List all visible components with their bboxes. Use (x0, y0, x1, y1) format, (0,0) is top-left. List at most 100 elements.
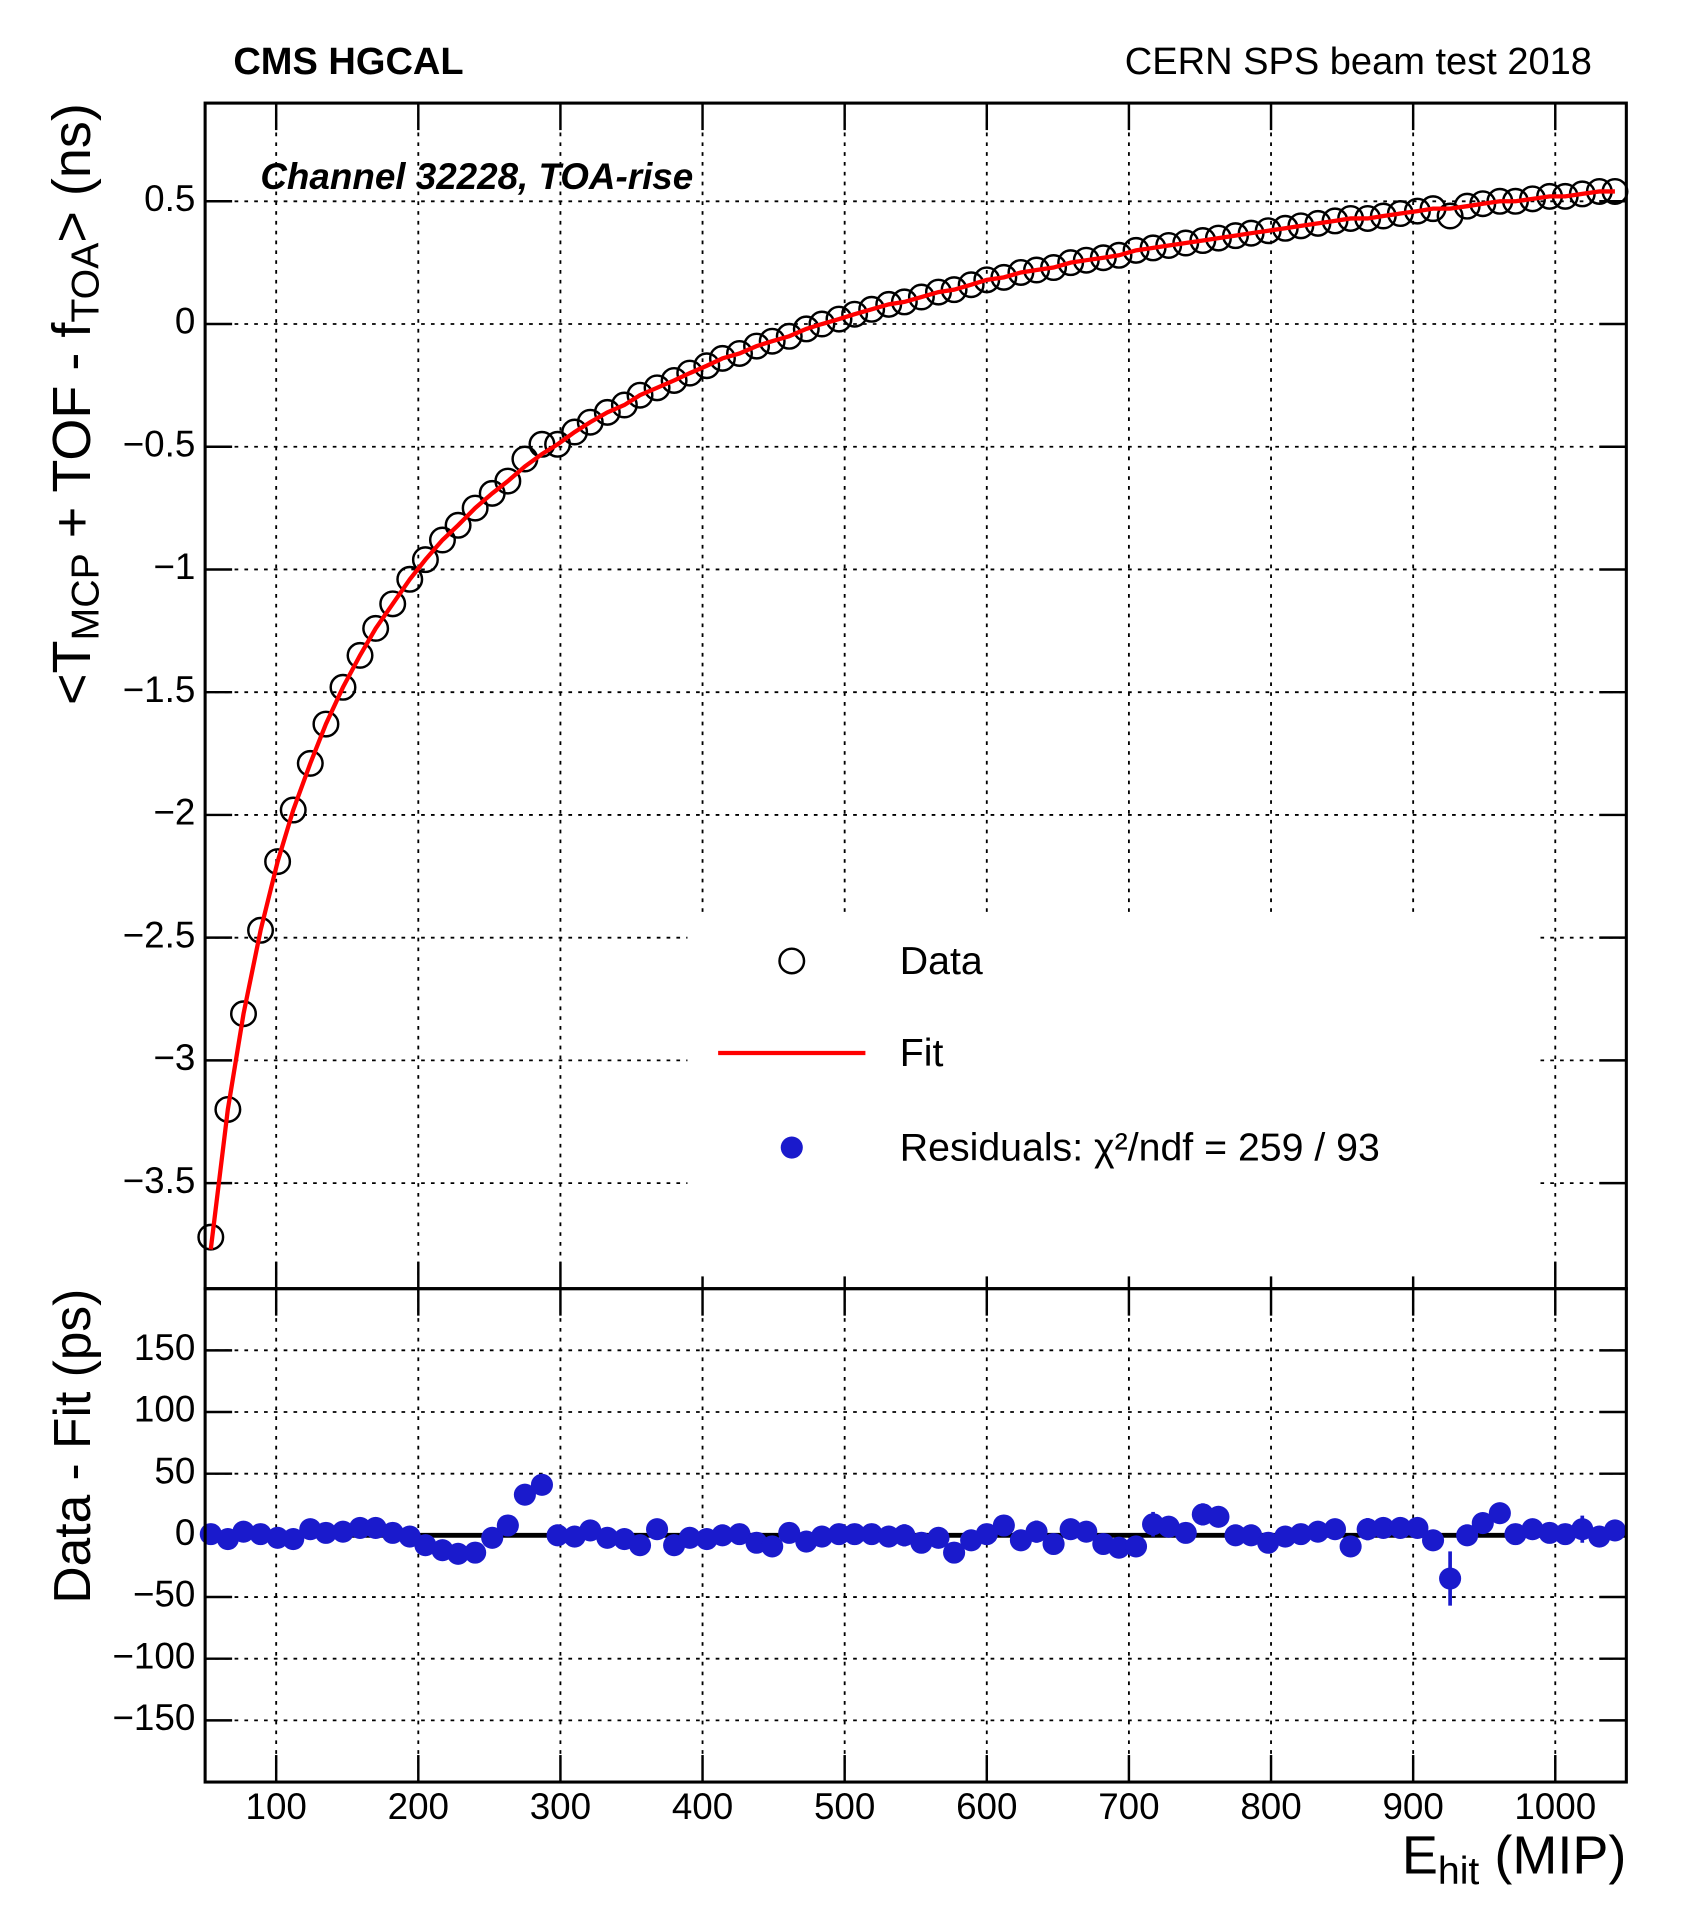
data-point (957, 271, 985, 299)
x-tick-label: 200 (388, 1786, 449, 1827)
data-point (264, 848, 292, 876)
legend-label: Fit (900, 1031, 944, 1075)
data-point (626, 381, 654, 409)
residual-point (1504, 1523, 1527, 1546)
residual-point (1075, 1520, 1098, 1543)
y-tick-label: −3.5 (123, 1160, 196, 1201)
residual-point (1521, 1518, 1544, 1541)
chart-title: CMS HGCAL (233, 41, 463, 83)
data-point (725, 339, 753, 367)
data-point (610, 391, 638, 419)
residual-point (778, 1521, 801, 1544)
residual-point (481, 1526, 504, 1549)
residual-point (1157, 1515, 1180, 1538)
data-point (561, 418, 589, 446)
residual-point (843, 1523, 866, 1546)
residual-point (1224, 1524, 1247, 1547)
y-tick-label: −100 (112, 1635, 195, 1676)
residual-point (1456, 1524, 1479, 1547)
residual-point (628, 1534, 652, 1557)
data-point (792, 315, 820, 343)
data-point (758, 327, 786, 355)
residual-point (414, 1534, 437, 1557)
y-axis-title-part: + TOF - f (43, 322, 103, 554)
residual-point (381, 1521, 404, 1544)
y-tick-label: 0 (175, 301, 195, 342)
data-point (444, 511, 472, 539)
residual-point (975, 1523, 998, 1546)
residual-point (232, 1520, 255, 1543)
legend-label: Residuals: χ²/ndf = 259 / 93 (900, 1125, 1380, 1169)
x-axis-title-sub: hit (1438, 1849, 1480, 1893)
residual-point (1571, 1518, 1594, 1541)
residual-point (1207, 1505, 1230, 1528)
residual-point (761, 1535, 784, 1558)
data-point (346, 641, 374, 669)
x-tick-label: 1000 (1514, 1786, 1596, 1827)
residual-point (1439, 1567, 1462, 1590)
data-point (494, 467, 522, 495)
chart-subtitle: CERN SPS beam test 2018 (1125, 41, 1592, 83)
y-tick-label: 0.5 (144, 178, 195, 219)
residual-point (282, 1528, 305, 1551)
data-point (396, 565, 424, 593)
residual-point (496, 1514, 519, 1537)
y-tick-label: −2.5 (123, 914, 196, 955)
data-point (247, 916, 275, 944)
y-axis-title-part: <T (43, 640, 103, 705)
x-axis-title: Ehit (MIP) (1402, 1826, 1627, 1894)
residual-point (364, 1516, 387, 1539)
data-point (841, 300, 869, 328)
x-tick-label: 500 (814, 1786, 875, 1827)
residual-point (1174, 1521, 1197, 1544)
data-point (362, 614, 390, 642)
data-point (660, 366, 688, 394)
x-axis-title-part: (MIP) (1479, 1826, 1626, 1886)
x-tick-label: 100 (245, 1786, 306, 1827)
residual-point (678, 1526, 701, 1549)
residual-point (927, 1526, 950, 1549)
annotation: Channel 32228, TOA-rise (260, 156, 693, 197)
residual-point (1389, 1516, 1412, 1539)
data-point (743, 332, 771, 360)
data-point (379, 590, 407, 618)
data-point (576, 408, 604, 436)
y-tick-label: −2 (153, 792, 195, 833)
data-point (825, 305, 853, 333)
y-tick-label: −50 (133, 1574, 195, 1615)
y-axis-title: Data - Fit (ps) (43, 1289, 101, 1604)
residual-point (1406, 1516, 1429, 1539)
residual-point (1323, 1518, 1347, 1541)
x-tick-label: 300 (530, 1786, 591, 1827)
residual-point (596, 1526, 619, 1549)
residual-point (827, 1523, 851, 1546)
data-point (461, 494, 489, 522)
residual-point (910, 1531, 933, 1554)
y-axis-title: <TMCP + TOF - fTOA> (ns) (43, 103, 108, 705)
legend-label: Data (900, 939, 983, 983)
residual-point (1289, 1523, 1312, 1546)
data-point (676, 359, 704, 387)
residual-point (447, 1542, 470, 1565)
data-point (907, 283, 935, 311)
legend-swatch (780, 1136, 803, 1159)
residual-point (711, 1524, 734, 1547)
x-tick-label: 600 (956, 1786, 1017, 1827)
residual-point (249, 1523, 272, 1546)
y-axis-title-sub: TOA (64, 242, 108, 323)
data-point (279, 796, 307, 824)
residual-point (1240, 1524, 1263, 1547)
y-tick-label: −1.5 (123, 669, 196, 710)
data-point (593, 398, 621, 426)
residual-point (1107, 1536, 1131, 1559)
residual-point (530, 1473, 553, 1496)
y-tick-label: 100 (134, 1389, 195, 1430)
residual-point (1488, 1502, 1511, 1525)
data-point (1436, 202, 1464, 230)
data-point (775, 322, 803, 350)
residual-point (1471, 1511, 1494, 1535)
fit-line (208, 189, 1615, 1250)
legend-box (687, 914, 1541, 1277)
y-tick-label: 0 (175, 1512, 195, 1553)
